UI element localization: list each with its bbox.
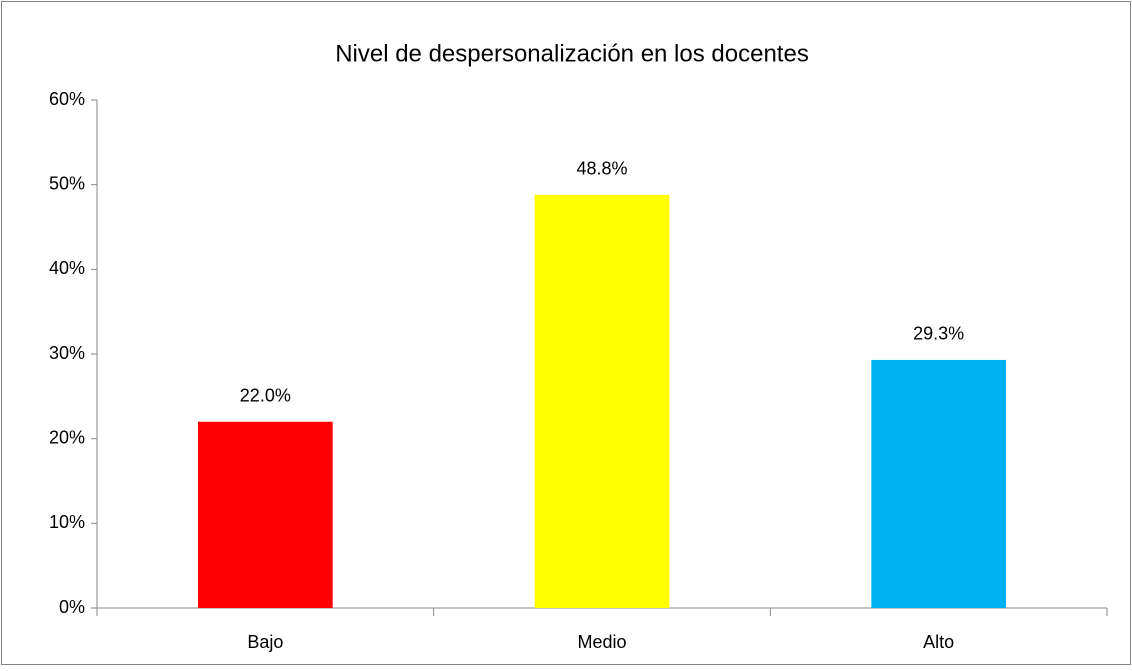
y-tick-label: 30% [49,343,85,363]
y-tick-label: 50% [49,173,85,193]
y-tick-label: 0% [59,597,85,617]
bar [534,194,670,608]
y-tick-label: 60% [49,89,85,109]
x-tick-label: Bajo [247,632,283,652]
bar [198,421,333,608]
data-label: 29.3% [913,324,964,344]
bar [871,359,1006,608]
data-label: 48.8% [576,159,627,179]
x-tick-label: Alto [923,632,954,652]
chart-title: Nivel de despersonalización en los docen… [335,40,809,67]
y-tick-label: 40% [49,258,85,278]
y-tick-label: 10% [49,512,85,532]
data-label: 22.0% [240,385,291,405]
y-tick-label: 20% [49,427,85,447]
x-tick-label: Medio [577,632,626,652]
